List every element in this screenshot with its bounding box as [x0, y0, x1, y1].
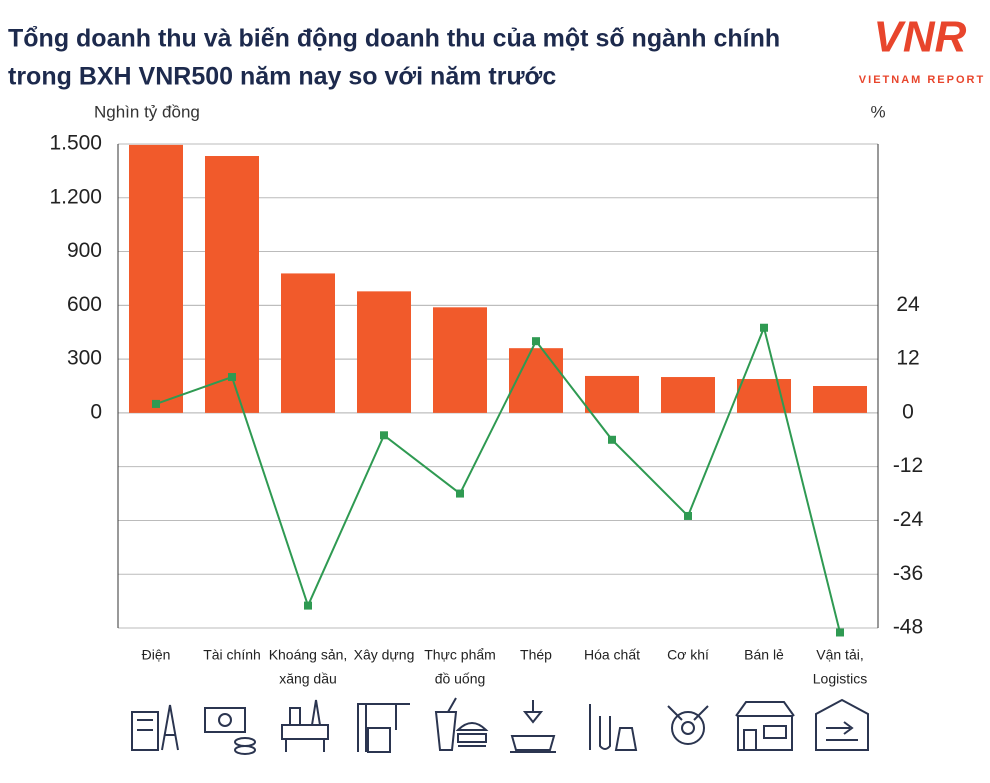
icon — [735, 701, 795, 751]
bar — [281, 273, 335, 413]
y2-tick-label: 0 — [902, 400, 914, 423]
line-marker — [456, 489, 464, 498]
x-tick-label: Tài chính — [203, 647, 261, 663]
bar — [813, 386, 867, 413]
chart-title: Tổng doanh thu và biến động doanh thu củ… — [8, 25, 780, 53]
bar — [737, 379, 791, 413]
bar — [205, 156, 259, 413]
y2-tick-label: -48 — [893, 616, 923, 639]
y-tick-label: 600 — [67, 293, 102, 316]
x-tick-label: Hóa chất — [584, 647, 640, 663]
chart-title: trong BXH VNR500 năm nay so với năm trướ… — [8, 63, 556, 91]
icons — [131, 697, 869, 755]
x-tick-label: đồ uống — [435, 671, 486, 687]
icon — [815, 698, 869, 751]
line-marker — [532, 337, 540, 346]
bar — [357, 291, 411, 413]
y2-tick-label: 12 — [896, 347, 919, 370]
x-tick-label: Điện — [142, 647, 171, 663]
x-tick-label: Thép — [520, 647, 552, 663]
x-tick-label: Xây dựng — [354, 647, 415, 663]
x-tick-label: Logistics — [813, 671, 867, 687]
x-tick-label: Bán lẻ — [744, 647, 784, 663]
line-marker — [380, 431, 388, 440]
bar — [509, 348, 563, 413]
icon — [667, 705, 709, 745]
icon — [589, 704, 638, 751]
icon — [131, 704, 179, 751]
line-marker — [304, 601, 312, 610]
y2-tick-label: -24 — [893, 508, 924, 531]
line-marker — [684, 511, 692, 520]
icon — [204, 707, 256, 755]
line-marker — [608, 435, 616, 444]
y-axis-label: Nghìn tỷ đồng — [94, 102, 200, 121]
x-tick-label: Cơ khí — [667, 647, 709, 663]
icon — [434, 697, 489, 751]
line-marker — [760, 323, 768, 332]
bar — [129, 144, 183, 413]
y2-tick-label: 24 — [896, 293, 920, 316]
icon — [281, 699, 329, 752]
y2-tick-label: -36 — [893, 562, 923, 585]
x-tick-label: Khoáng sản, — [269, 647, 348, 663]
y-tick-label: 1.200 — [49, 185, 102, 208]
y2-axis-label: % — [870, 102, 885, 121]
logo-mark: VNR — [874, 13, 967, 62]
logo-caption: VIETNAM REPORT — [859, 74, 985, 86]
y-tick-label: 1.500 — [49, 132, 102, 155]
icon — [510, 700, 556, 753]
y-tick-label: 0 — [90, 400, 102, 423]
line-marker — [836, 628, 844, 637]
line-marker — [228, 373, 236, 382]
x-tick-label: xăng dầu — [279, 671, 337, 687]
line — [155, 324, 841, 633]
line-marker — [152, 399, 160, 408]
y-tick-label: 900 — [67, 239, 102, 262]
x-tick-label: Thực phẩm — [424, 647, 496, 663]
y2-tick-label: -12 — [893, 454, 923, 477]
y-tick-label: 300 — [67, 347, 102, 370]
bar — [661, 377, 715, 413]
icon — [357, 703, 410, 753]
bar — [585, 375, 639, 413]
x-tick-label: Vận tải, — [816, 647, 863, 663]
bar — [433, 307, 487, 413]
